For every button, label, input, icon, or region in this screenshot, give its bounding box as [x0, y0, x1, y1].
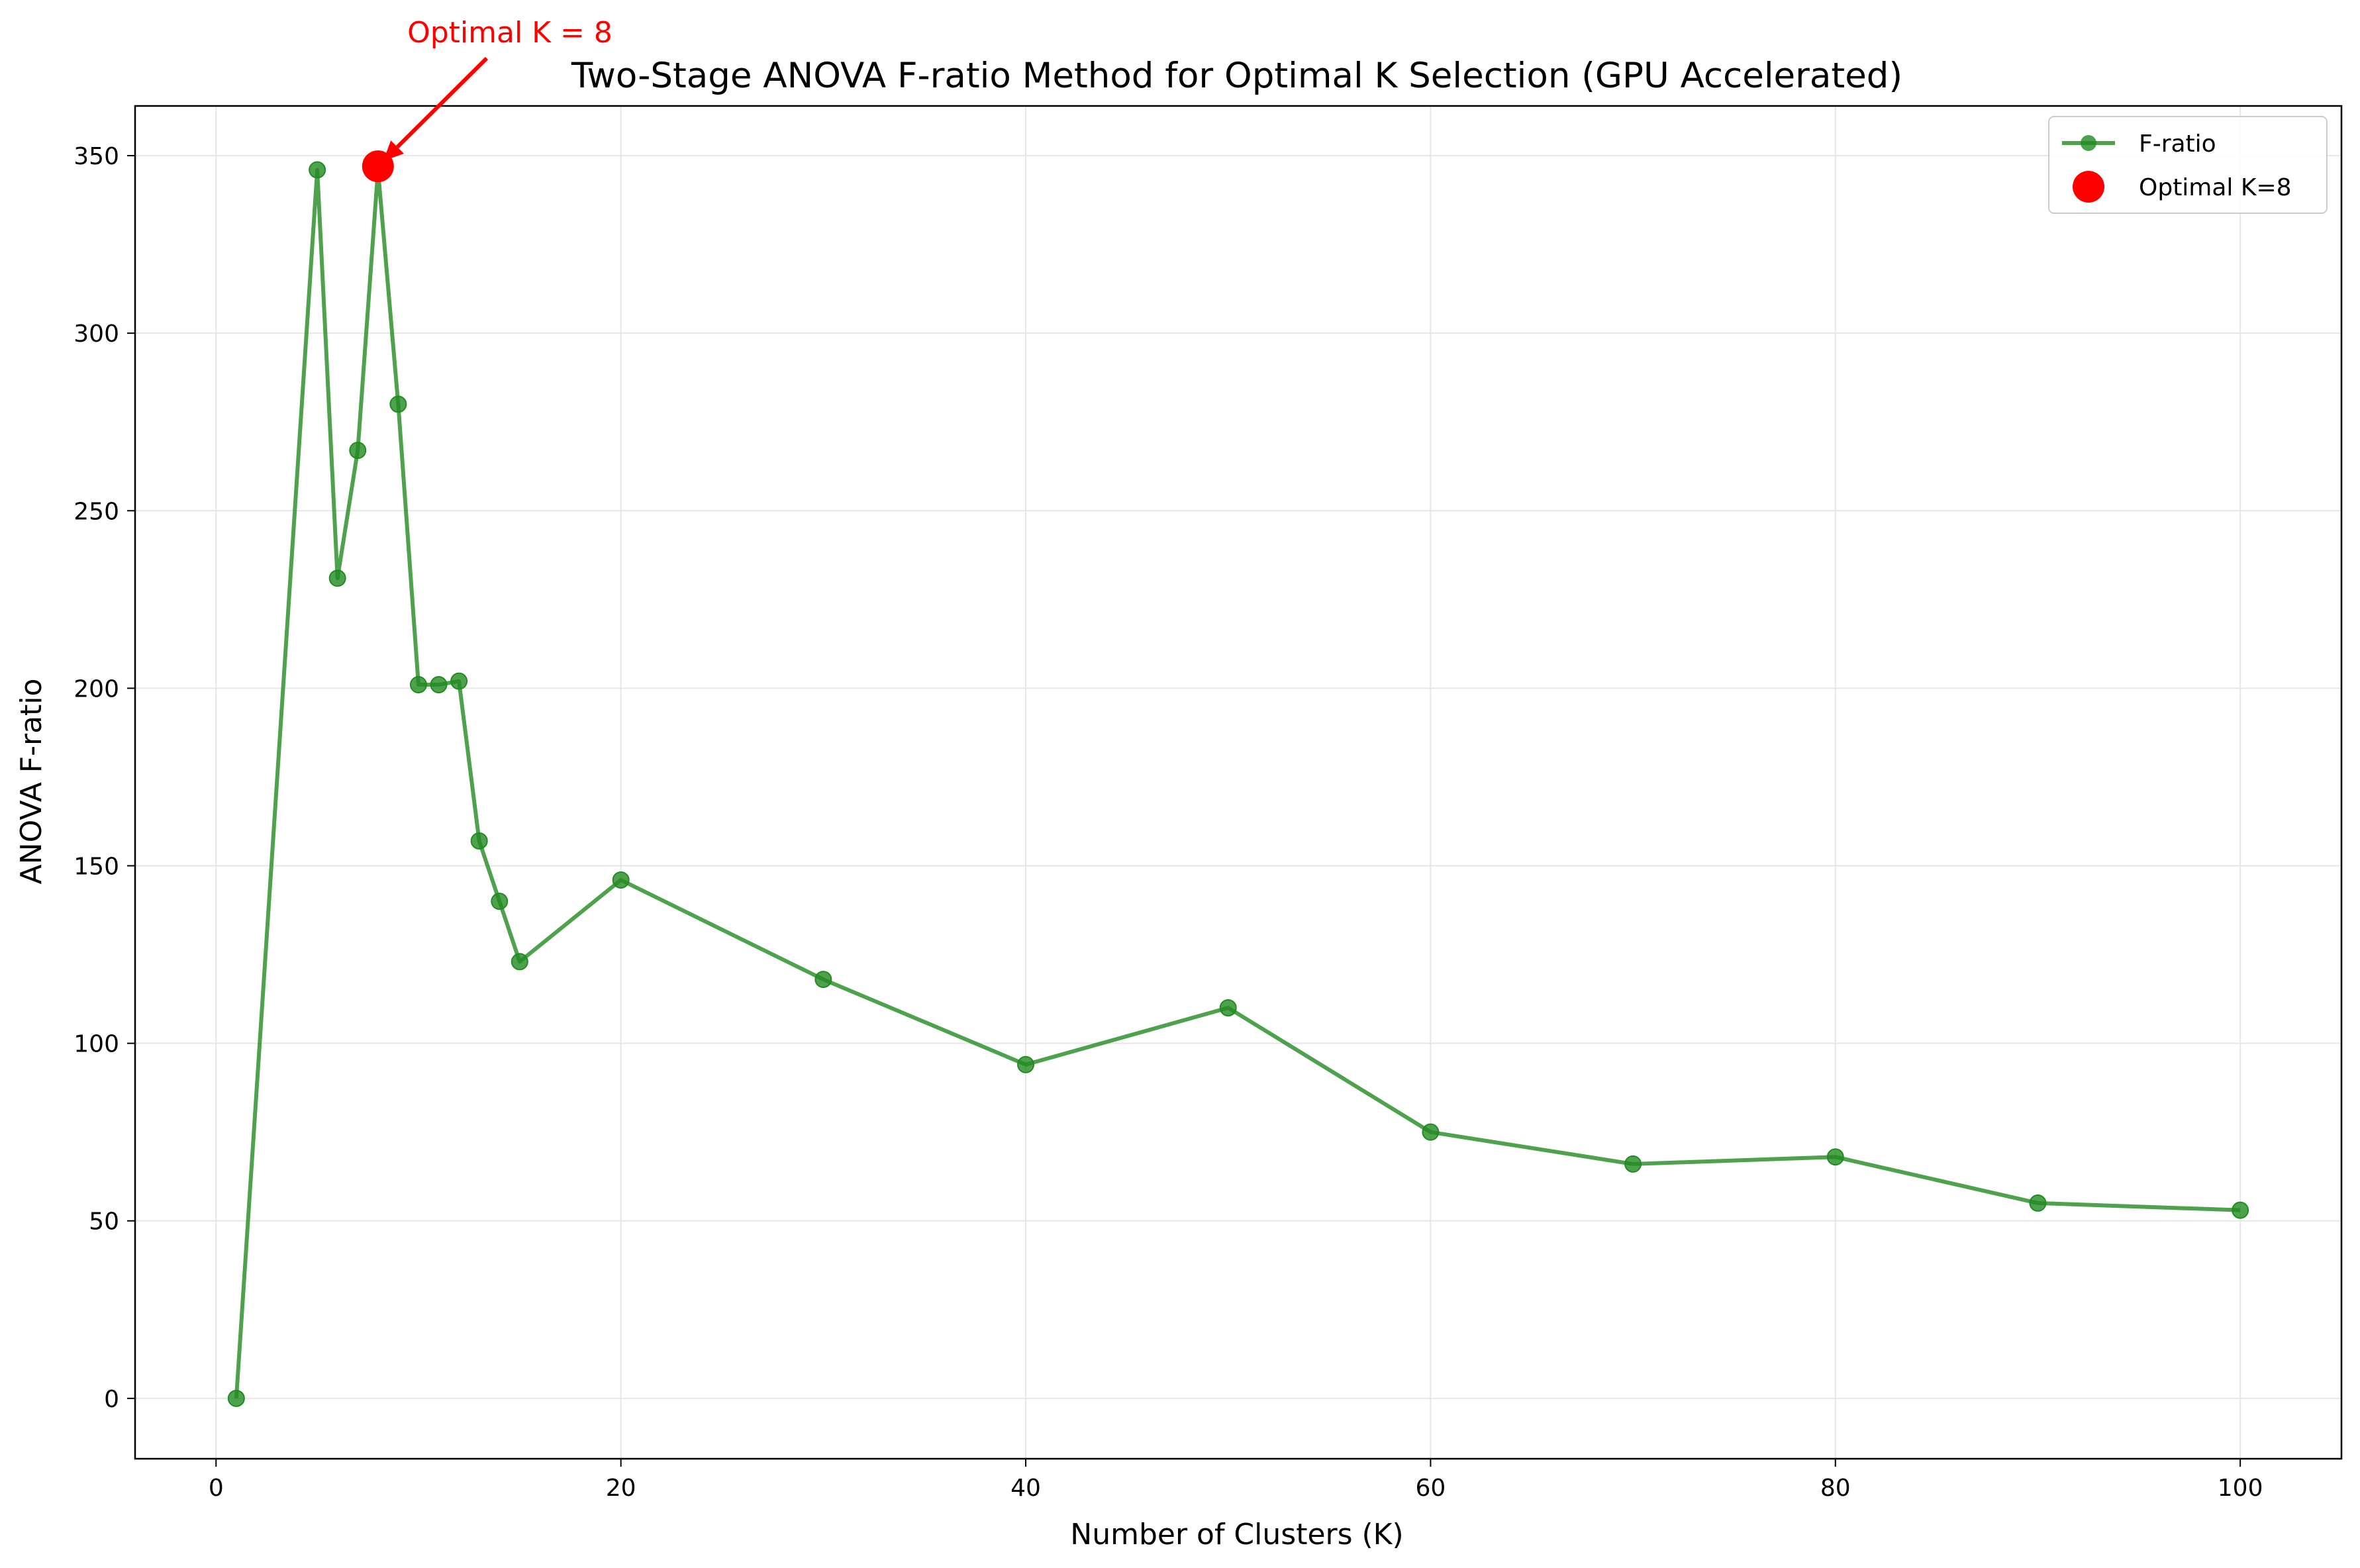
legend-optimal-swatch — [2073, 171, 2104, 203]
y-tick-label: 50 — [89, 1208, 119, 1236]
legend: F-ratio Optimal K=8 — [2048, 116, 2328, 214]
data-point — [2029, 1194, 2047, 1212]
data-point — [349, 442, 367, 460]
chart-title: Two-Stage ANOVA F-ratio Method for Optim… — [571, 56, 1902, 96]
x-axis-label: Number of Clusters (K) — [1070, 1518, 1403, 1551]
legend-entry-optimal: Optimal K=8 — [2139, 174, 2292, 201]
series-layer — [227, 161, 2249, 1407]
x-tick-label: 60 — [1415, 1475, 1446, 1502]
x-tick-label: 80 — [1820, 1475, 1851, 1502]
data-point — [309, 161, 326, 179]
x-tick-label: 20 — [606, 1475, 636, 1502]
data-point — [491, 893, 509, 910]
data-point — [328, 569, 346, 587]
axis-ticks: 0 20 40 60 80 100 0 50 100 150 200 250 300 350 — [74, 143, 2263, 1502]
grid-lines — [135, 106, 2341, 1459]
data-point — [227, 1389, 245, 1407]
y-tick-label: 100 — [74, 1031, 119, 1058]
data-point — [1624, 1155, 1642, 1173]
data-point — [814, 971, 832, 989]
x-tick-label: 0 — [209, 1475, 224, 1502]
data-point — [1826, 1148, 1844, 1166]
data-point — [612, 871, 630, 889]
y-tick-label: 200 — [74, 675, 119, 703]
annotation-arrowhead — [383, 140, 404, 162]
data-point — [1422, 1123, 1440, 1141]
series-line — [234, 168, 2241, 1399]
x-tick-label: 40 — [1010, 1475, 1041, 1502]
data-point — [470, 832, 488, 850]
y-tick-label: 150 — [74, 854, 119, 881]
data-point — [450, 672, 468, 690]
y-axis-label: ANOVA F-ratio — [15, 679, 48, 885]
legend-box — [2048, 116, 2328, 214]
y-tick-label: 350 — [74, 143, 119, 170]
x-tick-label: 100 — [2218, 1475, 2263, 1502]
optimal-k-annotation: Optimal K = 8 — [383, 16, 613, 162]
legend-marker-swatch — [2081, 135, 2096, 151]
data-point — [409, 676, 427, 694]
data-point — [1017, 1055, 1035, 1073]
legend-entry-f-ratio: F-ratio — [2139, 130, 2216, 158]
annotation-text: Optimal K = 8 — [407, 16, 613, 50]
y-tick-label: 300 — [74, 320, 119, 348]
y-tick-label: 0 — [104, 1386, 119, 1413]
data-point — [430, 676, 448, 694]
data-point — [511, 953, 528, 971]
annotation-arrow-line — [395, 56, 489, 149]
data-point — [389, 395, 407, 413]
y-tick-label: 250 — [74, 498, 119, 525]
data-point — [2232, 1201, 2249, 1219]
plot-area-frame — [134, 105, 2343, 1460]
data-point — [1219, 999, 1237, 1016]
